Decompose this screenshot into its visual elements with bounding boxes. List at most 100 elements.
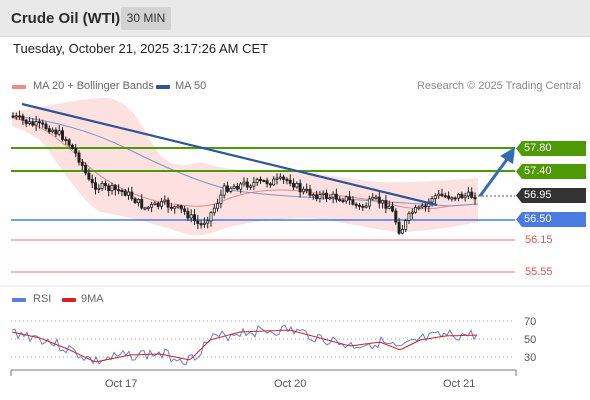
candle-body	[153, 202, 157, 205]
candle-body	[308, 188, 312, 196]
candle-body	[417, 206, 421, 209]
candle-body	[120, 189, 124, 192]
candle-body	[272, 178, 276, 186]
ma9-legend-label: 9MA	[81, 293, 104, 305]
candle-body	[430, 198, 434, 203]
candle-body	[31, 121, 35, 126]
candle-body	[357, 204, 361, 207]
candle-body	[37, 121, 41, 124]
candle-body	[179, 205, 183, 210]
candle-body	[61, 130, 65, 140]
candle-body	[84, 165, 88, 174]
candle-body	[225, 185, 229, 192]
candle-body	[176, 205, 180, 208]
candle-body	[44, 123, 48, 129]
current-price-tag: 56.95	[516, 188, 586, 203]
candle-body	[315, 194, 319, 200]
candle-body	[447, 195, 451, 199]
candle-body	[450, 197, 454, 200]
candle-body	[364, 205, 368, 208]
candle-body	[209, 212, 213, 222]
candle-body	[117, 189, 121, 192]
candle-body	[107, 185, 111, 192]
ma50-legend-label: MA 50	[175, 80, 207, 92]
candle-body	[460, 193, 464, 199]
candle-body	[97, 187, 101, 190]
candle-body	[321, 192, 325, 196]
candle-body	[163, 199, 167, 202]
candle-body	[64, 139, 68, 142]
copyright-text: Research © 2025 Trading Central	[416, 80, 581, 92]
level-label-56-15: 56.15	[525, 234, 553, 246]
level-tag-57-40: 57.40	[516, 164, 586, 179]
candle-body	[377, 196, 381, 204]
candle-body	[133, 198, 137, 204]
candle-body	[440, 193, 444, 197]
candle-body	[14, 115, 18, 118]
candle-body	[410, 211, 414, 214]
rsi-legend-label: RSI	[33, 293, 52, 305]
candle-body	[74, 148, 78, 154]
candle-body	[295, 183, 299, 188]
candle-body	[278, 176, 282, 179]
candle-body	[374, 196, 378, 199]
candlesticks	[11, 110, 477, 235]
candle-body	[146, 206, 150, 209]
candle-body	[407, 213, 411, 221]
candle-body	[404, 220, 408, 230]
candle-body	[258, 179, 262, 182]
candle-body	[420, 205, 424, 208]
candle-body	[70, 144, 74, 149]
candle-body	[242, 181, 246, 185]
candle-body	[156, 202, 160, 207]
chart-header: Crude Oil (WTI) 30 MIN	[0, 0, 590, 37]
candle-body	[397, 221, 401, 234]
candle-body	[311, 194, 315, 197]
ma50-swatch	[156, 85, 170, 89]
candle-body	[400, 229, 404, 234]
candle-body	[341, 200, 345, 203]
candle-body	[463, 195, 467, 199]
candle-body	[103, 183, 107, 187]
level-label-55-55: 55.55	[525, 266, 553, 278]
candle-body	[18, 115, 22, 118]
candle-body	[41, 122, 45, 125]
rsi-ma-line	[11, 329, 478, 363]
candle-body	[166, 199, 170, 208]
candle-body	[140, 198, 144, 209]
candle-body	[235, 186, 239, 190]
candle-body	[245, 181, 249, 188]
current-price-text: 56.95	[524, 189, 552, 201]
candle-body	[202, 222, 206, 225]
candle-body	[334, 193, 338, 200]
candle-body	[361, 205, 365, 208]
candle-body	[351, 199, 355, 205]
candle-body	[437, 193, 441, 197]
candle-body	[414, 207, 418, 213]
candle-body	[192, 214, 196, 222]
candle-body	[423, 205, 427, 208]
candle-body	[80, 161, 84, 166]
candle-body	[173, 206, 177, 209]
candle-body	[159, 201, 163, 207]
candle-body	[262, 180, 266, 183]
timeframe-badge[interactable]: 30 MIN	[121, 7, 171, 30]
candle-body	[169, 206, 173, 209]
candle-body	[110, 185, 114, 192]
candle-body	[344, 196, 348, 202]
candle-body	[255, 179, 259, 183]
instrument-title: Crude Oil (WTI)	[11, 10, 121, 27]
candle-body	[199, 223, 203, 226]
ma20-swatch	[12, 85, 26, 89]
candle-body	[186, 210, 190, 219]
x-tick-oct17: Oct 17	[105, 378, 137, 390]
candle-body	[249, 185, 253, 188]
candle-body	[54, 129, 58, 135]
rsi-tick-70: 70	[524, 316, 536, 328]
candle-body	[24, 119, 28, 124]
candle-body	[212, 207, 216, 214]
rsi-swatch	[12, 298, 26, 302]
candle-body	[206, 220, 210, 224]
candle-body	[265, 180, 269, 185]
